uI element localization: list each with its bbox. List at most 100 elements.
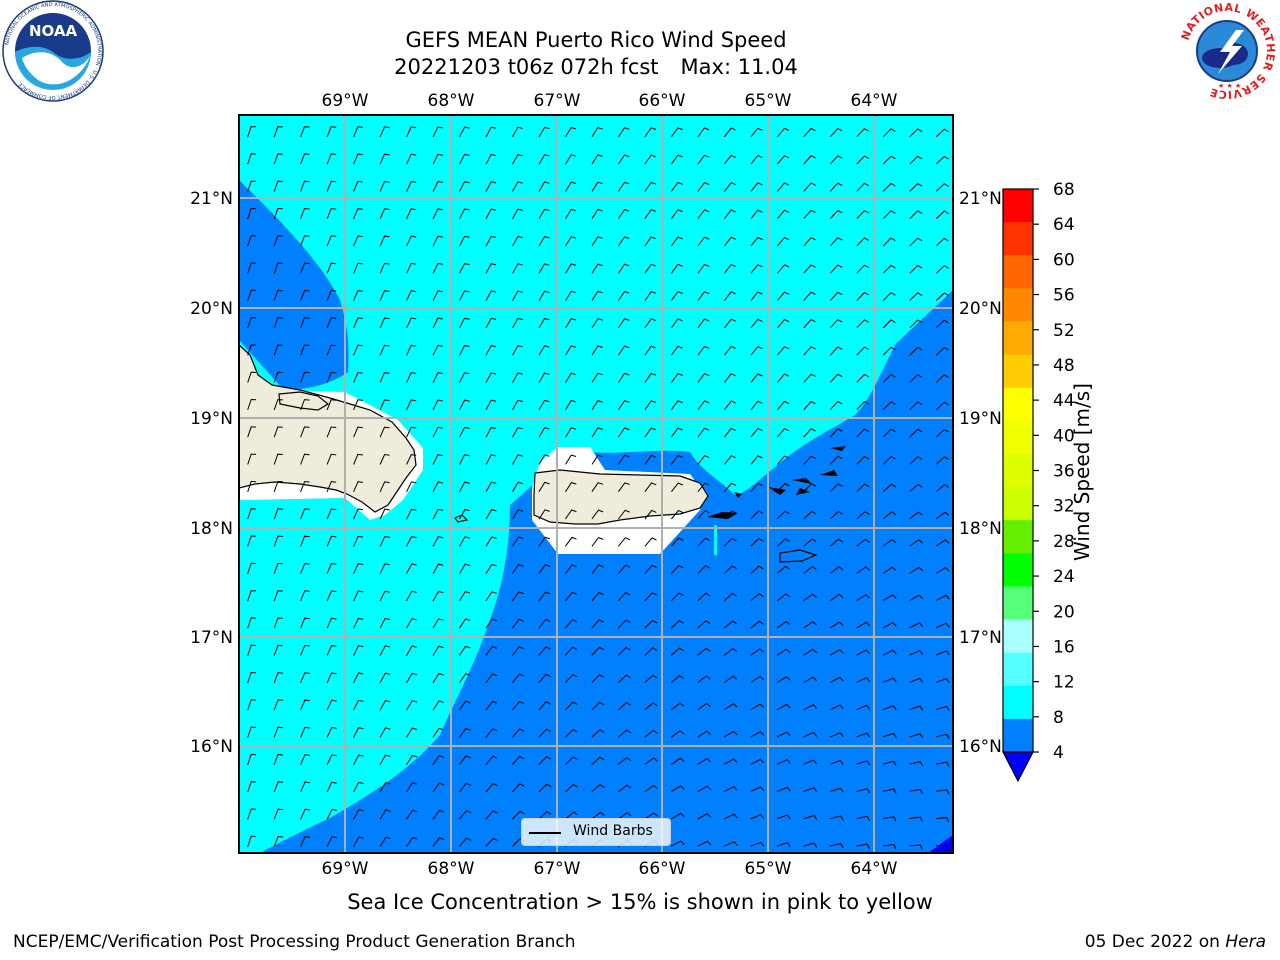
wind-barb xyxy=(750,400,763,411)
colorbar-tick-label: 8 xyxy=(1053,708,1064,728)
lat-label: 20°N xyxy=(959,299,1002,319)
wind-barb xyxy=(776,510,790,520)
wind-barb xyxy=(829,127,843,138)
wind-barb xyxy=(617,729,632,738)
wind-barb xyxy=(273,535,283,547)
wind-barb xyxy=(379,208,390,220)
wind-barb xyxy=(856,373,870,383)
wind-barb xyxy=(300,562,310,574)
wind-barb xyxy=(406,399,417,411)
wind-barb xyxy=(326,344,337,356)
wind-barb xyxy=(247,317,257,329)
wind-barb xyxy=(247,753,257,765)
wind-barb xyxy=(300,426,310,438)
wind-barb xyxy=(432,673,444,684)
wind-barb xyxy=(432,700,444,711)
wind-barb xyxy=(856,155,870,165)
wind-barb xyxy=(935,733,950,739)
wind-barb xyxy=(458,700,471,711)
wind-barb xyxy=(406,372,417,383)
wind-barb xyxy=(565,454,577,465)
wind-barb xyxy=(670,154,683,165)
wind-barb xyxy=(935,594,950,602)
wind-barb xyxy=(803,759,818,765)
wind-barb xyxy=(565,619,578,629)
wind-barb xyxy=(485,782,498,793)
wind-barb xyxy=(591,509,604,520)
colorbar-segment xyxy=(1003,321,1033,356)
wind-barb xyxy=(909,401,923,411)
wind-barb xyxy=(300,781,310,793)
wind-barb xyxy=(300,644,310,656)
wind-barb xyxy=(591,811,605,820)
wind-barb xyxy=(909,210,923,219)
wind-barb xyxy=(829,566,844,574)
wind-barb xyxy=(591,784,605,793)
wind-barb xyxy=(538,673,551,684)
wind-barb xyxy=(565,318,577,329)
wind-barb xyxy=(564,811,578,820)
wind-barb xyxy=(697,263,710,274)
wind-barb xyxy=(538,756,552,765)
wind-barb xyxy=(353,399,363,411)
wind-barb xyxy=(326,481,337,492)
wind-barb xyxy=(273,508,283,520)
colorbar-segment xyxy=(1003,354,1033,389)
wind-barb xyxy=(617,290,630,301)
wind-barb xyxy=(644,702,658,711)
lat-label: 21°N xyxy=(959,189,1002,209)
wind-barb xyxy=(458,727,471,738)
wind-barb xyxy=(432,208,443,220)
wind-barb xyxy=(644,345,657,356)
wind-barb xyxy=(512,454,523,465)
wind-barb xyxy=(273,699,284,711)
wind-barb xyxy=(750,675,764,683)
wind-barb xyxy=(459,563,471,574)
wind-barb xyxy=(273,753,284,765)
wind-barbs xyxy=(247,125,950,851)
map-frame xyxy=(238,114,954,854)
wind-barb xyxy=(565,154,577,165)
wind-barb xyxy=(326,754,337,766)
wind-barb xyxy=(829,621,844,629)
wind-barb xyxy=(273,480,283,492)
wind-barb xyxy=(909,788,923,795)
wind-barb xyxy=(511,755,525,765)
wind-barb xyxy=(538,181,550,192)
gridlines xyxy=(239,115,953,853)
wind-barb xyxy=(724,373,736,383)
wind-barb xyxy=(512,399,523,411)
wind-barb xyxy=(935,292,949,301)
wind-barb xyxy=(405,837,418,847)
mona-island xyxy=(454,514,469,523)
wind-barb xyxy=(776,620,791,629)
wind-barb xyxy=(300,726,310,738)
lat-label: 19°N xyxy=(190,409,233,429)
wind-barb xyxy=(856,649,871,656)
vieques-island xyxy=(707,512,738,519)
wind-barb xyxy=(777,373,790,383)
wind-barb xyxy=(273,644,283,656)
footer-host: Hera xyxy=(1225,932,1266,952)
wind-barb xyxy=(724,127,736,138)
wind-barb xyxy=(644,181,657,192)
wind-barb xyxy=(644,784,658,793)
wind-barb xyxy=(565,564,577,574)
wind-barb xyxy=(591,564,604,574)
wind-barb xyxy=(670,236,683,247)
wind-barb xyxy=(776,538,790,547)
wind-barb xyxy=(300,289,310,301)
wind-barb xyxy=(564,783,578,793)
wind-barb xyxy=(247,426,257,438)
wind-barb xyxy=(432,481,444,493)
wind-barb xyxy=(379,426,390,438)
wind-barb xyxy=(326,617,337,629)
wind-barb xyxy=(803,814,818,820)
wind-barb xyxy=(485,290,497,301)
wind-barb xyxy=(856,346,870,356)
wind-barb xyxy=(803,127,816,138)
wind-barb xyxy=(803,291,816,301)
lat-labels-left: 21°N 20°N 19°N 18°N 17°N 16°N xyxy=(190,189,233,757)
wind-barb xyxy=(856,182,870,192)
wind-barb xyxy=(300,180,310,192)
